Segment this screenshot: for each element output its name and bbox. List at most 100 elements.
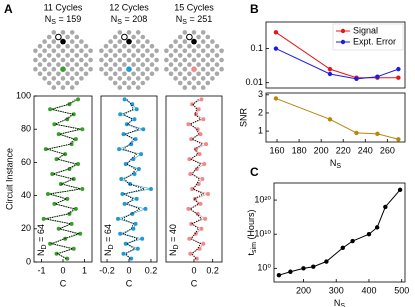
qubit xyxy=(219,48,224,54)
y-tick-label: 2 xyxy=(258,107,263,117)
qubit xyxy=(196,80,201,86)
data-point xyxy=(123,241,128,246)
qubit xyxy=(65,53,70,58)
legend-box xyxy=(332,23,404,51)
annotation-main: N xyxy=(103,250,113,257)
data-point xyxy=(80,127,85,132)
x-tick-label: 400 xyxy=(361,285,376,295)
x-tick-label: 200 xyxy=(314,145,329,155)
qubit xyxy=(126,57,132,63)
qubit xyxy=(168,43,174,49)
qubit xyxy=(200,85,206,90)
qubit xyxy=(60,76,66,81)
data-point xyxy=(118,231,123,236)
y-tick-label: 1 xyxy=(258,125,263,135)
panel-subtitle-rest: = 159 xyxy=(56,14,81,24)
qubit xyxy=(196,43,201,49)
y-axis-label-rest: (Hours) xyxy=(246,210,256,243)
qubit xyxy=(210,48,215,54)
series-point xyxy=(396,75,401,80)
qubit xyxy=(145,76,150,81)
qubit xyxy=(79,39,84,44)
qubit xyxy=(200,76,206,81)
qubit xyxy=(65,71,70,77)
data-point xyxy=(204,142,209,147)
annotation-rest: = 40 xyxy=(168,224,178,244)
qubit xyxy=(205,53,211,58)
x-tick-label: 0 xyxy=(126,265,131,275)
panel-subtitle: NS = 159 xyxy=(45,14,81,25)
x-axis-label-main: N xyxy=(330,158,337,168)
qubit xyxy=(164,66,169,72)
qubit xyxy=(60,48,66,54)
qubit xyxy=(182,57,188,63)
qubit xyxy=(214,62,220,67)
data-point xyxy=(190,102,195,107)
qubit xyxy=(79,66,84,72)
data-point xyxy=(67,211,72,216)
qubit xyxy=(145,48,150,54)
qubit xyxy=(140,43,146,49)
qubit xyxy=(173,76,178,81)
data-point xyxy=(148,186,153,191)
qubit xyxy=(173,39,178,44)
qubit xyxy=(83,53,89,58)
data-point xyxy=(117,147,122,152)
qubit xyxy=(37,62,43,67)
qubit xyxy=(149,43,155,49)
panel-subtitle: NS = 251 xyxy=(176,14,212,25)
x-tick-label: 0 xyxy=(191,265,196,275)
qubit xyxy=(187,80,192,86)
qubit xyxy=(200,57,206,63)
qubit xyxy=(60,85,66,90)
qubit xyxy=(168,71,174,77)
panel-subtitle-main: N xyxy=(111,14,118,24)
qubit xyxy=(214,43,220,49)
data-point xyxy=(43,147,48,152)
x-axis-label: C xyxy=(60,278,67,288)
qubit xyxy=(42,76,47,81)
data-point xyxy=(141,127,146,132)
data-point xyxy=(194,256,199,261)
qubit xyxy=(135,57,141,63)
x-tick-label: 0.2 xyxy=(145,265,158,275)
qubit xyxy=(112,43,118,49)
annotation: ND = 64 xyxy=(103,224,114,256)
data-point xyxy=(206,191,210,196)
qubit xyxy=(164,48,169,54)
y-axis-label: tsim (Hours) xyxy=(246,210,257,256)
qubit xyxy=(88,48,93,54)
series-point xyxy=(354,76,359,82)
qubit xyxy=(83,62,89,67)
theory-line xyxy=(121,98,147,260)
series-point xyxy=(288,269,293,274)
qubit-target xyxy=(191,66,197,72)
qubit xyxy=(210,76,215,81)
qubit xyxy=(122,53,127,58)
qubit xyxy=(60,57,66,63)
qubit xyxy=(46,43,52,49)
qubit-target xyxy=(60,66,66,72)
plot-frame xyxy=(265,21,406,89)
qubit xyxy=(187,53,192,58)
data-point xyxy=(200,177,205,181)
panel-subtitle-sub: S xyxy=(51,19,56,26)
data-point xyxy=(195,127,200,132)
data-point xyxy=(54,251,59,256)
data-point xyxy=(198,201,203,206)
qubit-open xyxy=(121,33,128,41)
qubit xyxy=(164,57,169,63)
qubit xyxy=(135,48,141,54)
qubit xyxy=(65,43,70,49)
qubit xyxy=(51,57,57,63)
qubit xyxy=(46,80,52,86)
data-point xyxy=(56,132,61,137)
qubit xyxy=(79,57,84,63)
panel-title: 11 Cycles xyxy=(44,2,83,12)
series-line xyxy=(278,189,401,276)
data-point xyxy=(193,231,198,236)
annotation-main: N xyxy=(36,250,46,257)
series-point xyxy=(375,74,380,79)
qubit xyxy=(69,39,75,44)
x-axis-label: C xyxy=(191,278,198,288)
